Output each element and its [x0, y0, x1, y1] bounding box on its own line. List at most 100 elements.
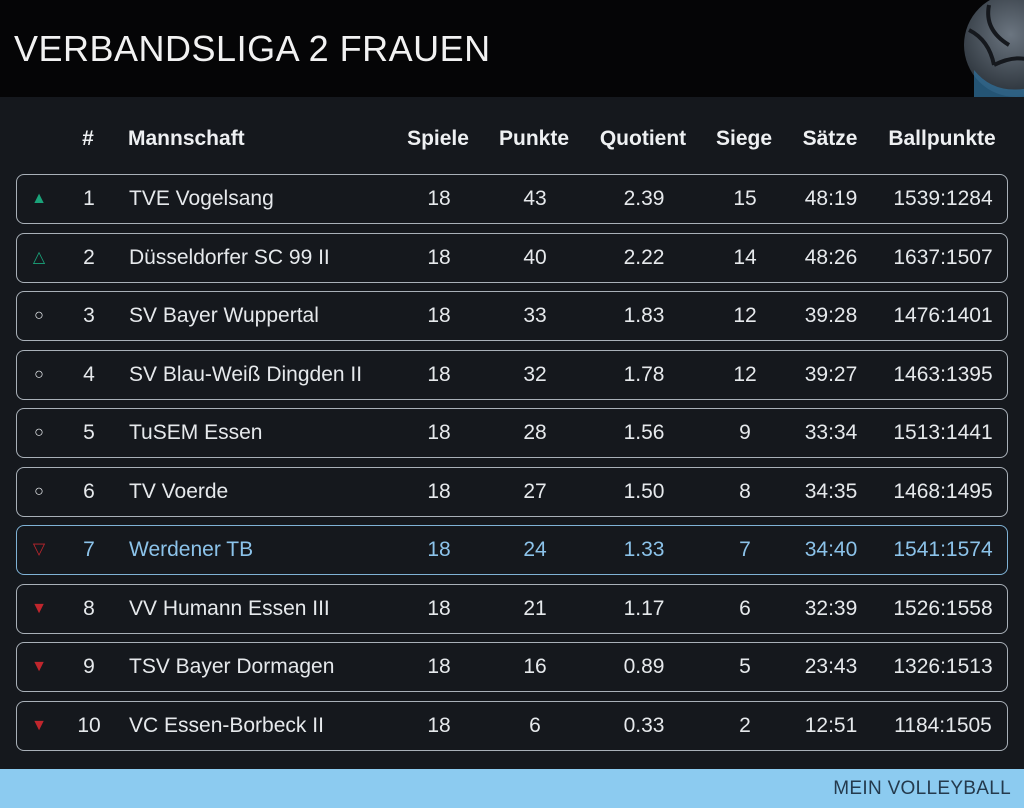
sets-cell: 32:39 [804, 597, 858, 620]
games-cell: 18 [427, 714, 451, 737]
table-row[interactable]: ○ 4 SV Blau-Weiß Dingden II 18 32 1.78 12 39:27… [16, 350, 1008, 400]
header-quotient: Quotient [599, 127, 687, 150]
sets-cell: 33:34 [804, 421, 858, 444]
points-cell: 40 [523, 246, 547, 269]
trend-icon: ○ [34, 483, 44, 500]
points-cell: 21 [523, 597, 547, 620]
trend-icon: ▼ [31, 658, 47, 675]
team-name: VV Humann Essen III [129, 597, 330, 620]
points-cell: 6 [529, 714, 541, 737]
table-row[interactable]: ○ 3 SV Bayer Wuppertal 18 33 1.83 12 39:28 1476:… [16, 291, 1008, 341]
quotient-cell: 1.83 [623, 304, 665, 327]
wins-cell: 8 [739, 480, 751, 503]
footer-brand-label[interactable]: MEIN VOLLEYBALL [833, 778, 1011, 799]
points-cell: 28 [523, 421, 547, 444]
games-cell: 18 [427, 246, 451, 269]
ballpoints-cell: 1184:1505 [894, 714, 992, 737]
trend-icon: ▽ [32, 541, 46, 558]
quotient-cell: 2.39 [623, 187, 665, 210]
wins-cell: 15 [733, 187, 757, 210]
rank-cell: 7 [83, 538, 95, 561]
games-cell: 18 [427, 538, 451, 561]
trend-icon: ○ [34, 366, 44, 383]
rank-cell: 9 [83, 655, 95, 678]
trend-icon: ▼ [31, 600, 47, 617]
sets-cell: 34:40 [804, 538, 858, 561]
points-cell: 33 [523, 304, 547, 327]
rank-cell: 6 [83, 480, 95, 503]
team-name: TuSEM Essen [129, 421, 263, 444]
ballpoints-cell: 1463:1395 [893, 363, 993, 386]
games-cell: 18 [427, 597, 451, 620]
sets-cell: 34:35 [804, 480, 858, 503]
games-cell: 18 [427, 655, 451, 678]
points-cell: 43 [523, 187, 547, 210]
points-cell: 27 [523, 480, 547, 503]
trend-icon: ○ [34, 424, 44, 441]
quotient-cell: 0.33 [623, 714, 665, 737]
sets-cell: 48:19 [804, 187, 858, 210]
trend-icon: ○ [34, 307, 44, 324]
rank-cell: 10 [77, 714, 101, 737]
points-cell: 16 [523, 655, 547, 678]
rank-cell: 5 [83, 421, 95, 444]
footer-bar: MEIN VOLLEYBALL [0, 769, 1024, 808]
table-row[interactable]: ○ 6 TV Voerde 18 27 1.50 8 34:35 1468:1495 [16, 467, 1008, 517]
team-name: SV Bayer Wuppertal [129, 304, 319, 327]
table-row[interactable]: ▼ 9 TSV Bayer Dormagen 18 16 0.89 5 23:43 1326:1… [16, 642, 1008, 692]
quotient-cell: 1.50 [623, 480, 665, 503]
wins-cell: 14 [733, 246, 757, 269]
table-row[interactable]: ▼ 10 VC Essen-Borbeck II 18 6 0.33 2 12:51 1184:… [16, 701, 1008, 751]
team-name: Düsseldorfer SC 99 II [129, 246, 330, 269]
quotient-cell: 1.78 [623, 363, 665, 386]
sets-cell: 39:28 [804, 304, 858, 327]
wins-cell: 7 [739, 538, 751, 561]
team-name: TVE Vogelsang [129, 187, 274, 210]
team-name: VC Essen-Borbeck II [129, 714, 324, 737]
games-cell: 18 [427, 480, 451, 503]
sets-cell: 23:43 [804, 655, 858, 678]
header-ballpoints: Ballpunkte [888, 127, 996, 150]
ballpoints-cell: 1637:1507 [893, 246, 993, 269]
table-row[interactable]: ▲ 1 TVE Vogelsang 18 43 2.39 15 48:19 1539:1284 [16, 174, 1008, 224]
ballpoints-cell: 1476:1401 [893, 304, 993, 327]
ballpoints-cell: 1539:1284 [893, 187, 993, 210]
table-row[interactable]: ▼ 8 VV Humann Essen III 18 21 1.17 6 32:39 1526:… [16, 584, 1008, 634]
sets-cell: 39:27 [804, 363, 858, 386]
games-cell: 18 [427, 421, 451, 444]
wins-cell: 12 [733, 363, 757, 386]
ballpoints-cell: 1541:1574 [893, 538, 993, 561]
header-team: Mannschaft [128, 127, 245, 150]
wins-cell: 2 [739, 714, 751, 737]
ballpoints-cell: 1468:1495 [893, 480, 993, 503]
rank-cell: 3 [83, 304, 95, 327]
games-cell: 18 [427, 187, 451, 210]
wins-cell: 9 [739, 421, 751, 444]
rank-cell: 1 [83, 187, 95, 210]
header-sets: Sätze [802, 127, 858, 150]
rank-cell: 2 [83, 246, 95, 269]
quotient-cell: 1.17 [623, 597, 665, 620]
header-points: Punkte [498, 127, 570, 150]
ballpoints-cell: 1326:1513 [893, 655, 993, 678]
quotient-cell: 1.56 [623, 421, 665, 444]
games-cell: 18 [427, 363, 451, 386]
header-rank: # [82, 127, 94, 150]
games-cell: 18 [427, 304, 451, 327]
table-row[interactable]: ○ 5 TuSEM Essen 18 28 1.56 9 33:34 1513:1441 [16, 408, 1008, 458]
trend-icon: ▼ [31, 717, 47, 734]
table-row[interactable]: ▽ 7 Werdener TB 18 24 1.33 7 34:40 1541:1574 [16, 525, 1008, 575]
rank-cell: 8 [83, 597, 95, 620]
team-name: TSV Bayer Dormagen [129, 655, 335, 678]
volleyball-logo-icon [934, 0, 1024, 97]
app-header: VERBANDSLIGA 2 FRAUEN [0, 0, 1024, 97]
standings-table: # Mannschaft Spiele Punkte Quotient Sieg… [0, 97, 1024, 769]
wins-cell: 5 [739, 655, 751, 678]
sets-cell: 48:26 [804, 246, 858, 269]
team-name: SV Blau-Weiß Dingden II [129, 363, 363, 386]
trend-icon: △ [32, 249, 46, 266]
quotient-cell: 2.22 [623, 246, 665, 269]
sets-cell: 12:51 [804, 714, 858, 737]
rank-cell: 4 [83, 363, 95, 386]
table-row[interactable]: △ 2 Düsseldorfer SC 99 II 18 40 2.22 14 48:26 16… [16, 233, 1008, 283]
